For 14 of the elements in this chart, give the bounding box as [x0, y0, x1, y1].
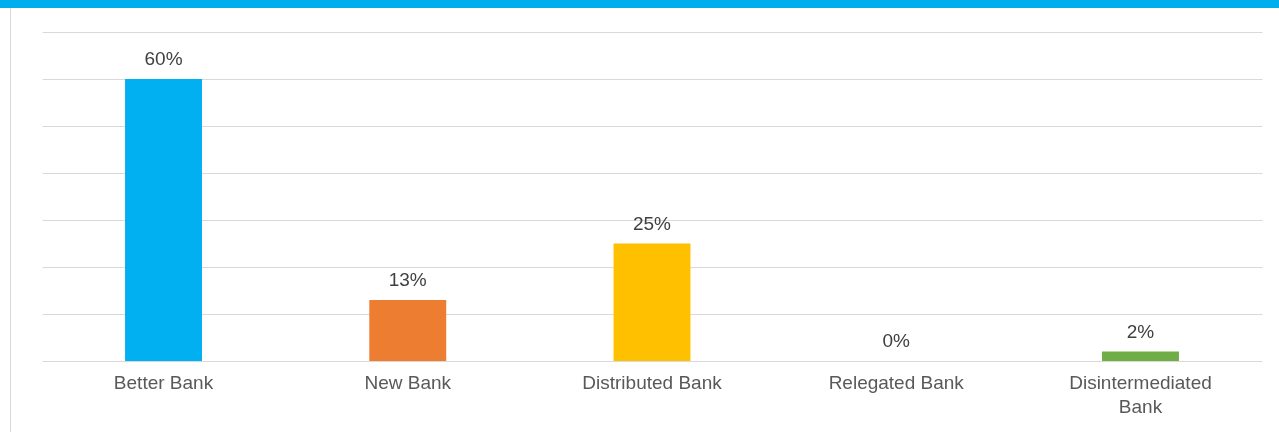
bar: [125, 79, 202, 361]
x-tick-label: Relegated Bank: [828, 371, 965, 393]
data-label: 0%: [882, 330, 911, 351]
data-label: 60%: [144, 48, 183, 69]
bar: [613, 243, 691, 361]
x-tick-label: Disintermediated Bank: [1069, 371, 1212, 417]
bar: [369, 299, 447, 361]
data-label: 25%: [632, 212, 672, 234]
x-tick-label: Better Bank: [113, 371, 214, 393]
data-label: 13%: [388, 268, 427, 290]
x-tick-label: New Bank: [364, 371, 452, 393]
data-label: 2%: [1126, 320, 1155, 342]
bar: [1102, 351, 1179, 361]
x-tick-label: Distributed Bank: [582, 371, 723, 393]
